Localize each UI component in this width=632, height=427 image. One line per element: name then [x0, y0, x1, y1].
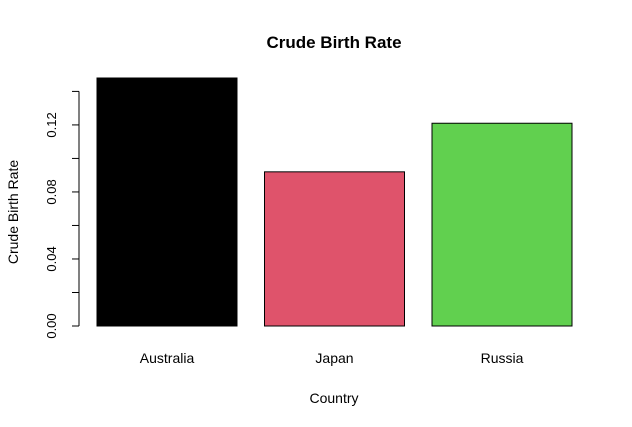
category-labels: Australia Japan Russia: [140, 350, 524, 366]
y-axis-label: Crude Birth Rate: [5, 160, 21, 264]
bar-japan: [264, 171, 405, 327]
chart-title: Crude Birth Rate: [266, 33, 401, 52]
y-axis: 0.00 0.04 0.08 0.12: [44, 90, 80, 339]
y-tick-label: 0.12: [44, 112, 59, 137]
bars: [96, 77, 573, 327]
x-tick-label-australia: Australia: [140, 350, 195, 366]
x-axis-label: Country: [309, 390, 358, 406]
y-tick-label: 0.04: [44, 246, 59, 271]
bar-russia: [431, 122, 573, 327]
x-tick-label-japan: Japan: [315, 350, 353, 366]
x-tick-label-russia: Russia: [481, 350, 524, 366]
y-tick-label: 0.08: [44, 179, 59, 204]
bar-australia: [96, 77, 238, 327]
y-tick-label: 0.00: [44, 313, 59, 338]
